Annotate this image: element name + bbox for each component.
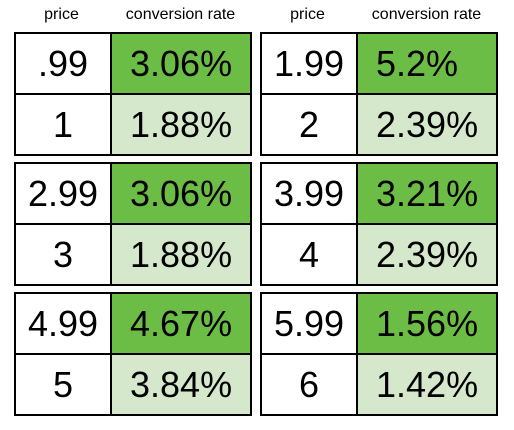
rate-cell: 3.21% xyxy=(358,164,496,223)
header: price xyxy=(44,6,79,23)
header: conversion rate xyxy=(371,6,482,23)
table-row: 3.99 3.21% xyxy=(262,164,496,223)
rate-cell: 2.39% xyxy=(358,225,496,284)
price-cell: 4.99 xyxy=(16,294,112,353)
price-cell: 6 xyxy=(262,355,358,414)
rate-cell: 5.2% xyxy=(358,34,496,93)
table-row: 5.99 1.56% xyxy=(262,294,496,353)
rate-cell: 1.88% xyxy=(112,95,250,154)
table-row: 1 1.88% xyxy=(16,93,250,154)
rate-cell: 4.67% xyxy=(112,294,250,353)
rate-cell: 3.06% xyxy=(112,164,250,223)
price-cell: 1.99 xyxy=(262,34,358,93)
header: price xyxy=(290,6,325,23)
price-cell: 4 xyxy=(262,225,358,284)
price-block: .99 3.06% 1 1.88% xyxy=(14,32,252,156)
table-row: 4 2.39% xyxy=(262,223,496,284)
price-cell: 1 xyxy=(16,95,112,154)
price-cell: 2.99 xyxy=(16,164,112,223)
table-row: 6 1.42% xyxy=(262,353,496,414)
rate-cell: 1.42% xyxy=(358,355,496,414)
table-row: 1.99 5.2% xyxy=(262,34,496,93)
table-row: 5 3.84% xyxy=(16,353,250,414)
price-cell: 3 xyxy=(16,225,112,284)
rate-cell: 2.39% xyxy=(358,95,496,154)
price-block: 5.99 1.56% 6 1.42% xyxy=(260,292,498,416)
table-row: 4.99 4.67% xyxy=(16,294,250,353)
rate-cell: 3.84% xyxy=(112,355,250,414)
price-cell: 3.99 xyxy=(262,164,358,223)
table-row: 3 1.88% xyxy=(16,223,250,284)
price-block: 3.99 3.21% 4 2.39% xyxy=(260,162,498,286)
price-cell: 2 xyxy=(262,95,358,154)
price-cell: .99 xyxy=(16,34,112,93)
table-row: .99 3.06% xyxy=(16,34,250,93)
table-row: 2 2.39% xyxy=(262,93,496,154)
price-block: 1.99 5.2% 2 2.39% xyxy=(260,32,498,156)
table-row: 2.99 3.06% xyxy=(16,164,250,223)
rate-cell: 3.06% xyxy=(112,34,250,93)
price-cell: 5 xyxy=(16,355,112,414)
rate-cell: 1.88% xyxy=(112,225,250,284)
header: conversion rate xyxy=(125,6,236,23)
price-cell: 5.99 xyxy=(262,294,358,353)
rate-cell: 1.56% xyxy=(358,294,496,353)
price-block: 4.99 4.67% 5 3.84% xyxy=(14,292,252,416)
price-block: 2.99 3.06% 3 1.88% xyxy=(14,162,252,286)
